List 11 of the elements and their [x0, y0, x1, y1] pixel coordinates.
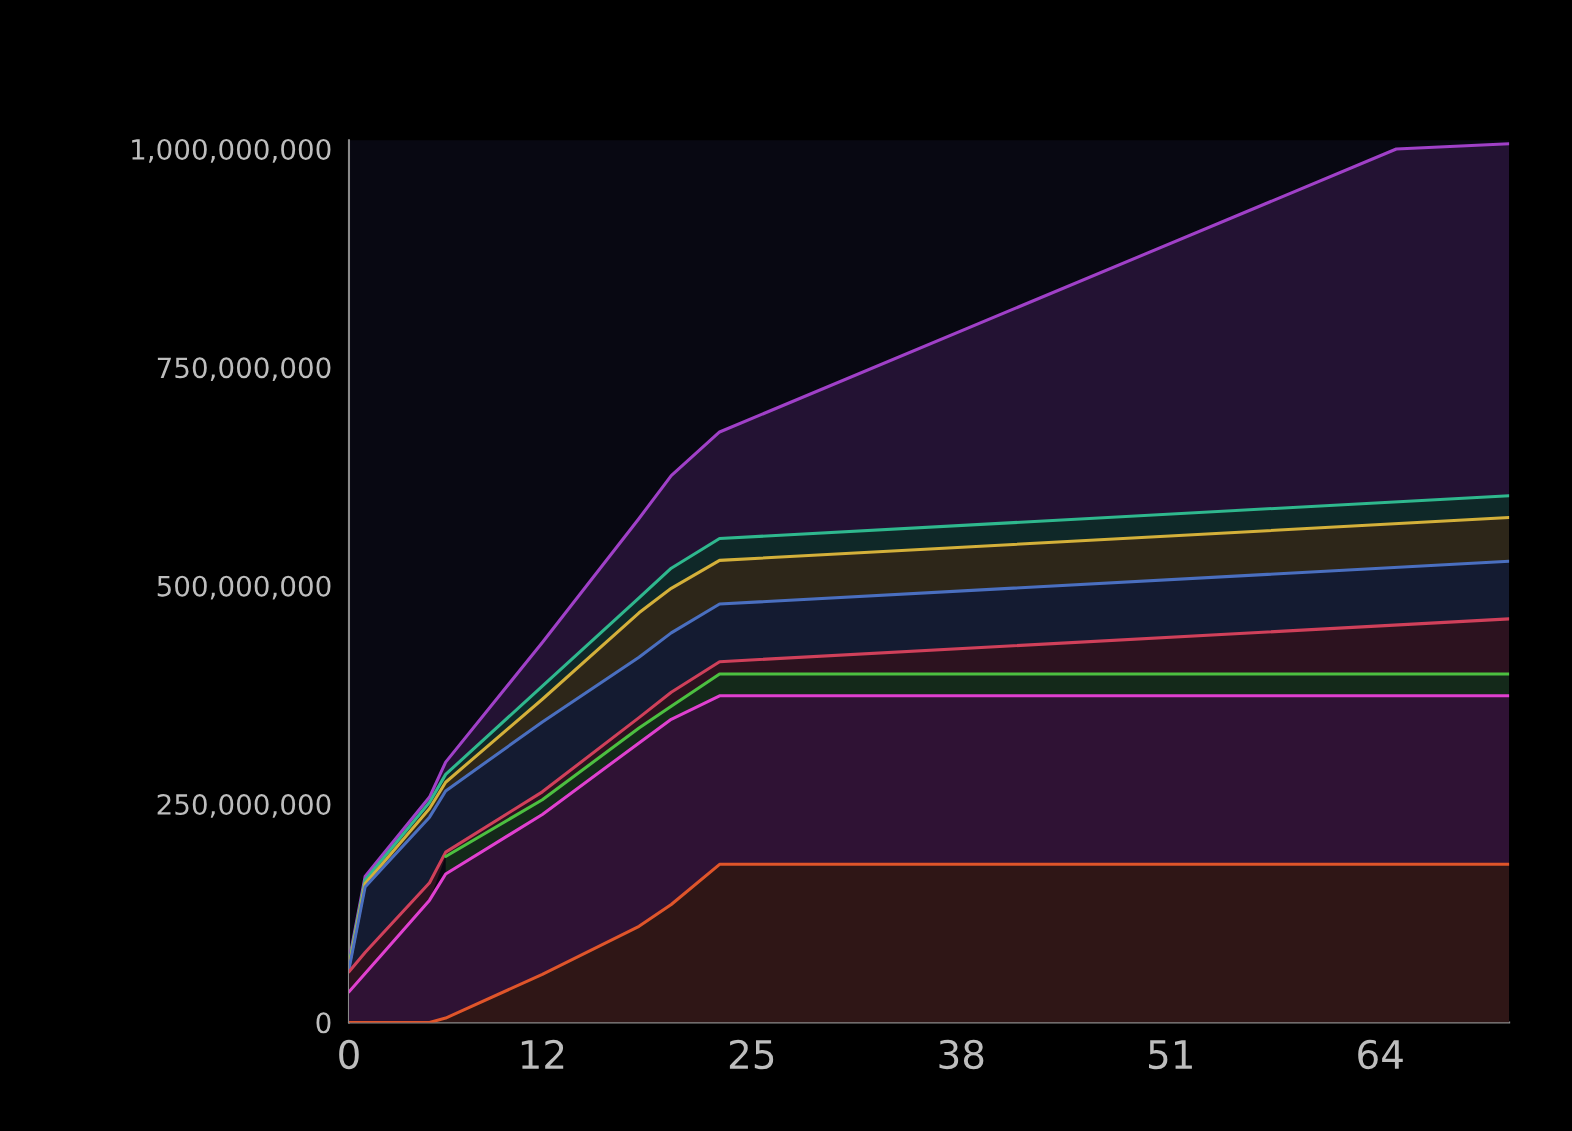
y-tick-label: 250,000,000	[157, 794, 331, 818]
x-tick-label: 0	[339, 1039, 359, 1070]
y-tick-label: 750,000,000	[157, 357, 331, 382]
x-tick-label: 38	[939, 1039, 984, 1070]
x-tick-label: 12	[521, 1039, 564, 1069]
x-tick-label: 64	[1358, 1039, 1403, 1070]
x-tick-label: 25	[729, 1039, 774, 1070]
x-tick-label: 51	[1149, 1040, 1192, 1070]
y-tick-label: 1,000,000,000	[132, 138, 331, 163]
y-tick-label: 500,000,000	[157, 575, 331, 600]
y-tick-label: 0	[316, 1012, 331, 1034]
